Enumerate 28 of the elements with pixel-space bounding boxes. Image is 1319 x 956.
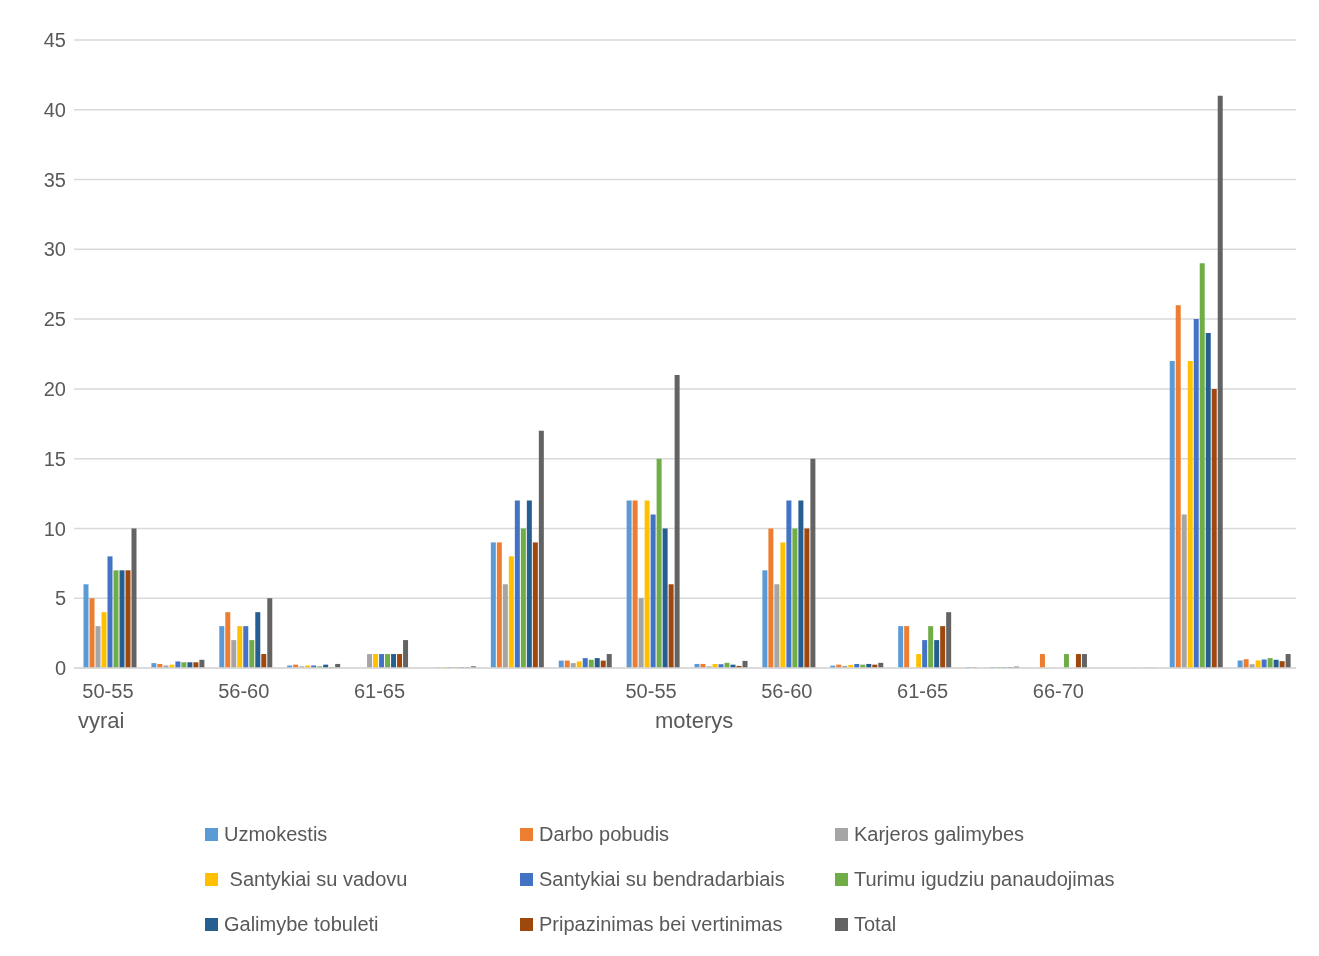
legend-label: Santykiai su bendradarbiais bbox=[539, 868, 785, 891]
x-tick-label: 50-55 bbox=[82, 680, 134, 702]
legend-label: Santykiai su vadovu bbox=[228, 868, 408, 891]
y-tick-label: 45 bbox=[43, 29, 66, 52]
y-tick-label: 0 bbox=[54, 657, 66, 680]
y-tick-label: 35 bbox=[43, 168, 66, 191]
x-tick-label: 61-65 bbox=[353, 680, 406, 702]
y-tick-label: 30 bbox=[43, 238, 66, 261]
x-tick-label: 56-60 bbox=[761, 680, 813, 702]
legend-label: Pripazinimas bei vertinimas bbox=[539, 913, 783, 936]
x-tick-label: 50-55 bbox=[625, 680, 677, 702]
text: vyrai bbox=[78, 708, 125, 734]
y-tick-label: 15 bbox=[43, 447, 66, 470]
x-tick-label: 56-60 bbox=[218, 680, 270, 702]
legend-label: Turimu igudziu panaudojimas bbox=[854, 868, 1115, 891]
legend-label: Total bbox=[854, 913, 897, 936]
y-tick-label: 20 bbox=[43, 377, 66, 400]
x-tick-label: 61-65 bbox=[897, 680, 949, 702]
y-tick-label: 10 bbox=[43, 517, 66, 540]
x-tick-label: 66-70 bbox=[1032, 680, 1084, 702]
legend-label: Karjeros galimybes bbox=[854, 823, 1025, 846]
legend-label: Galimybe tobuleti bbox=[224, 913, 379, 936]
text: moterys bbox=[655, 708, 734, 734]
y-tick-label: 40 bbox=[43, 98, 66, 121]
legend-label: Darbo pobudis bbox=[539, 823, 670, 846]
y-tick-label: 25 bbox=[43, 308, 66, 331]
y-tick-label: 5 bbox=[54, 587, 66, 610]
legend-label: Uzmokestis bbox=[224, 823, 328, 846]
